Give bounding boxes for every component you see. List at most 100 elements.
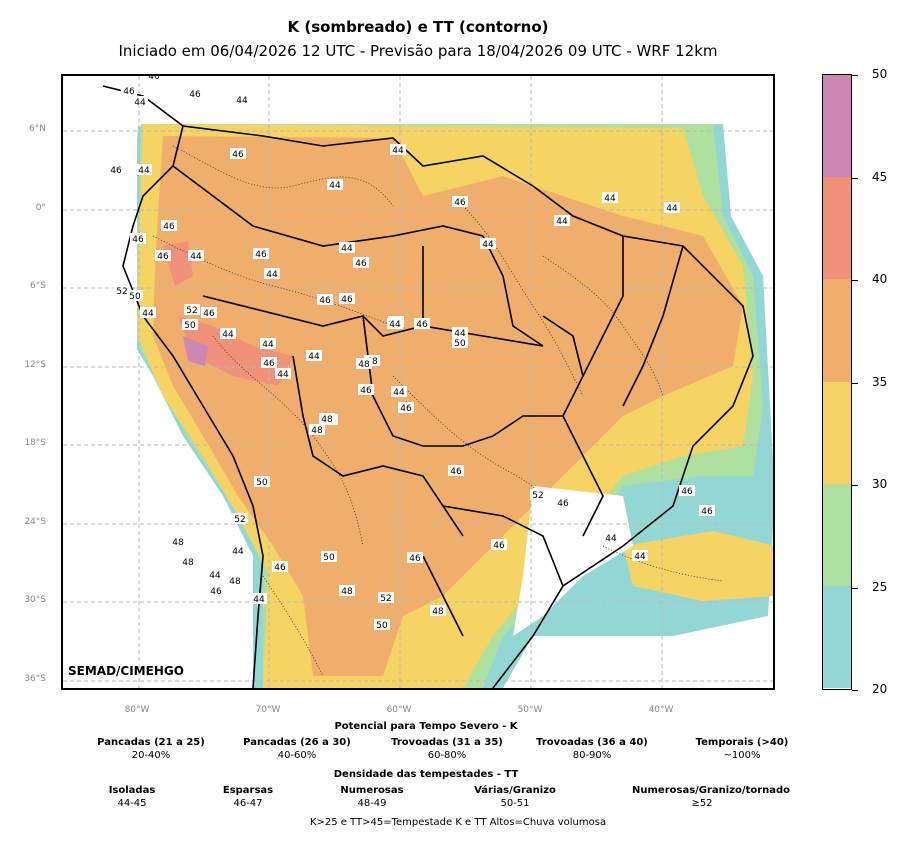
- contour-label-bg: [234, 94, 250, 105]
- contour-label: 52: [116, 287, 127, 297]
- contour-label: 48: [341, 587, 353, 597]
- contour-label: 46: [416, 320, 428, 330]
- contour-label: 46: [148, 76, 160, 82]
- contour-label-bg: [407, 552, 423, 563]
- colorbar-segment: [823, 279, 851, 382]
- contour-label: 44: [393, 388, 405, 398]
- contour-label-bg: [188, 250, 204, 261]
- contour-label-bg: [114, 285, 130, 296]
- contour-label: 48: [321, 415, 333, 425]
- contour-label-bg: [602, 192, 618, 203]
- map-title: K (sombreado) e TT (contorno): [287, 18, 549, 36]
- colorbar-tick-label: 25: [872, 579, 888, 594]
- contour-label-bg: [260, 338, 276, 349]
- colorbar-tick: [852, 587, 858, 589]
- contour-label-bg: [491, 539, 507, 550]
- contour-label: 44: [454, 329, 466, 339]
- contour-label-bg: [261, 357, 277, 368]
- contour-label-bg: [353, 257, 369, 268]
- contour-label-bg: [132, 96, 148, 107]
- contour-label-bg: [180, 556, 196, 567]
- contour-label-bg: [387, 318, 403, 329]
- colorbar-segment: [823, 483, 851, 587]
- contour-label: 48: [358, 360, 370, 370]
- contour-label: 50: [256, 478, 268, 488]
- contour-label: 46: [355, 259, 367, 269]
- contour-label-bg: [140, 307, 156, 318]
- contour-label-bg: [554, 215, 570, 226]
- contour-label: 46: [232, 150, 244, 160]
- contour-label-bg: [632, 550, 648, 561]
- contour-label: 52: [380, 594, 391, 604]
- contour-label: 46: [189, 90, 201, 100]
- contour-label: 46: [210, 587, 222, 597]
- contour-label: 44: [262, 340, 274, 350]
- legend-item-heading: Pancadas (26 a 30): [243, 737, 351, 748]
- colorbar-segment: [823, 585, 851, 689]
- legend-item: Temporais (>40) ~100%: [672, 737, 812, 761]
- graticule: [63, 76, 773, 688]
- contour-label: 46: [319, 296, 331, 306]
- contour-label-bg: [208, 585, 224, 596]
- contour-label: 44: [605, 534, 617, 544]
- contour-label-bg: [230, 148, 246, 159]
- contour-label: 48: [172, 538, 184, 548]
- contour-label-bg: [321, 551, 337, 562]
- contour-label-bg: [452, 327, 468, 338]
- colorbar-segment: [823, 381, 851, 485]
- legend-item-value: 50-51: [500, 798, 530, 809]
- lat-label: 0°: [35, 203, 46, 213]
- contour-label: 46: [123, 87, 135, 97]
- colorbar-tick-label: 30: [872, 477, 888, 491]
- contour-label: 48: [366, 357, 378, 367]
- shade-red-2: [178, 316, 293, 386]
- shade-red-3: [183, 336, 208, 366]
- contour-label: 46: [681, 487, 693, 497]
- contour-label: 44: [209, 571, 221, 581]
- contour-label-bg: [264, 268, 280, 279]
- contour-label-bg: [391, 386, 407, 397]
- contour-label-bg: [227, 575, 243, 586]
- contour-label: 50: [454, 339, 466, 349]
- contour-label-bg: [448, 465, 464, 476]
- contour-label: 44: [666, 204, 678, 214]
- contour-label-bg: [121, 85, 137, 96]
- contour-label: 52: [234, 515, 245, 525]
- lat-label: 6°N: [29, 124, 46, 134]
- lat-label: 30°S: [24, 595, 46, 605]
- legend-item-heading: Trovoadas (31 a 35): [391, 737, 503, 748]
- contour-label: 46: [263, 359, 275, 369]
- contour-label: 48: [311, 426, 323, 436]
- tt-contours: [152, 145, 724, 677]
- contour-label-bg: [232, 513, 248, 524]
- contour-label-bg: [358, 384, 374, 395]
- legend-item: Isoladas 44-45: [62, 785, 202, 809]
- contour-label-bg: [452, 337, 468, 348]
- contour-label: 46: [409, 554, 421, 564]
- contour-label-bg: [230, 545, 246, 556]
- legend-item: Pancadas (26 a 30) 40-60%: [227, 737, 367, 761]
- contour-label: 46: [400, 404, 412, 414]
- contour-label-bg: [339, 293, 355, 304]
- legend-item-heading: Esparsas: [222, 785, 274, 796]
- legend-item: Trovoadas (36 a 40) 80-90%: [522, 737, 662, 761]
- map-subtitle: Iniciado em 06/04/2026 12 UTC - Previsão…: [118, 42, 718, 60]
- tt-legend-title: Densidade das tempestades - TT: [333, 769, 519, 780]
- contour-label-bg: [108, 164, 124, 175]
- contour-label: 46: [157, 252, 169, 262]
- contour-label-bg: [146, 76, 162, 81]
- colorbar-segment: [823, 75, 851, 178]
- contour-label: 44: [232, 547, 244, 557]
- contour-label-bg: [207, 569, 223, 580]
- colorbar-tick-label: 50: [872, 67, 888, 81]
- legend-item-heading: Numerosas/Granizo/tornado: [632, 785, 791, 796]
- contour-label: 46: [341, 295, 353, 305]
- contour-label: 44: [236, 96, 248, 106]
- lat-label: 12°S: [24, 360, 46, 370]
- contour-label: 50: [323, 553, 335, 563]
- legend-item-value: 60-80%: [427, 750, 467, 761]
- legend-item-heading: Pancadas (21 a 25): [97, 737, 205, 748]
- contour-label: 46: [255, 250, 267, 260]
- legend-note: K>25 e TT>45=Tempestade K e TT Altos=Chu…: [309, 817, 607, 828]
